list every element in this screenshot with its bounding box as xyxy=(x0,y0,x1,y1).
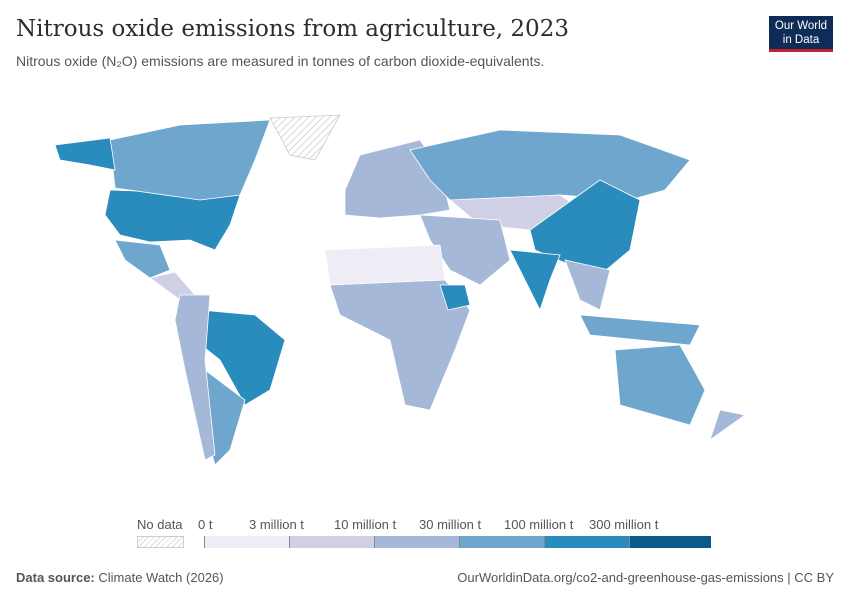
legend-tick-label: 0 t xyxy=(198,517,213,532)
footer-url[interactable]: OurWorldinData.org/co2-and-greenhouse-ga… xyxy=(457,570,834,585)
legend-tick-label: 300 million t xyxy=(589,517,659,532)
legend-bin-1[interactable] xyxy=(289,536,374,548)
region-united-states[interactable] xyxy=(104,189,241,251)
legend-bin-5[interactable] xyxy=(629,536,711,548)
legend-bin-3[interactable] xyxy=(459,536,544,548)
legend-tick-label: 30 million t xyxy=(419,517,482,532)
region-australia[interactable] xyxy=(614,344,706,426)
legend-bin-2[interactable] xyxy=(374,536,459,548)
region-china[interactable] xyxy=(529,179,641,276)
region-middle-east[interactable] xyxy=(419,214,511,286)
region-greenland[interactable] xyxy=(269,114,341,161)
legend-no-data-swatch[interactable] xyxy=(137,536,184,548)
region-canada[interactable] xyxy=(109,119,271,201)
legend-tick-label: 3 million t xyxy=(249,517,304,532)
legend-no-data-label: No data xyxy=(137,517,183,532)
legend-tick-label: 100 million t xyxy=(504,517,574,532)
region-russia[interactable] xyxy=(409,129,691,201)
legend-bin-4[interactable] xyxy=(544,536,629,548)
source-label: Data source: xyxy=(16,570,95,585)
logo-line1: Our World xyxy=(774,20,828,32)
owid-logo[interactable]: Our World in Data xyxy=(769,16,833,52)
region-ethiopia[interactable] xyxy=(439,284,471,311)
region-southeast-asia[interactable] xyxy=(564,259,611,311)
world-map xyxy=(54,114,746,466)
logo-line2: in Data xyxy=(782,34,820,46)
data-source: Data source: Climate Watch (2026) xyxy=(16,570,224,585)
legend-bin-0[interactable] xyxy=(204,536,289,548)
subtitle: Nitrous oxide (N₂O) emissions are measur… xyxy=(16,53,545,69)
source-link[interactable]: Climate Watch (2026) xyxy=(98,570,224,585)
region-andean-south-america[interactable] xyxy=(174,294,216,461)
page-title: Nitrous oxide emissions from agriculture… xyxy=(16,16,569,42)
legend-tick-label: 10 million t xyxy=(334,517,397,532)
region-north-africa[interactable] xyxy=(324,244,446,286)
region-alaska[interactable] xyxy=(54,137,116,171)
region-indonesia[interactable] xyxy=(579,314,701,346)
region-mexico[interactable] xyxy=(114,239,171,279)
region-india[interactable] xyxy=(509,249,561,312)
region-new-zealand[interactable] xyxy=(709,409,746,442)
